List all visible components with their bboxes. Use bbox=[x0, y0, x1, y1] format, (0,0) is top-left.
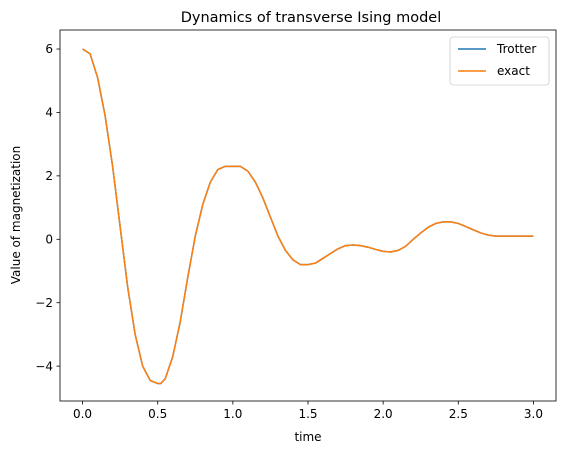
x-axis-ticks: 0.0 0.5 1.0 1.5 2.0 2.5 3.0 bbox=[73, 401, 543, 421]
y-tick-label: 0 bbox=[45, 232, 53, 246]
x-tick-label: 1.5 bbox=[298, 407, 317, 421]
x-tick-label: 0.0 bbox=[73, 407, 92, 421]
legend: Trotter exact bbox=[449, 36, 550, 86]
legend-label-exact: exact bbox=[497, 64, 530, 78]
x-tick-label: 2.5 bbox=[449, 407, 468, 421]
legend-label-trotter: Trotter bbox=[496, 42, 536, 56]
series-layer bbox=[82, 48, 534, 385]
x-tick-label: 0.5 bbox=[148, 407, 167, 421]
y-tick-label: 4 bbox=[45, 106, 53, 120]
y-tick-label: 2 bbox=[45, 169, 53, 183]
series-line-exact bbox=[82, 48, 534, 385]
x-axis-label: time bbox=[294, 430, 321, 444]
x-tick-label: 3.0 bbox=[524, 407, 543, 421]
y-axis-ticks: −4 −2 0 2 4 6 bbox=[35, 42, 60, 373]
plot-background bbox=[60, 30, 556, 401]
y-tick-label: 6 bbox=[45, 42, 53, 56]
plot-area bbox=[59, 29, 557, 402]
y-axis-label: Value of magnetization bbox=[9, 146, 23, 284]
x-tick-label: 2.0 bbox=[374, 407, 393, 421]
y-tick-label: −4 bbox=[35, 359, 53, 373]
x-tick-label: 1.0 bbox=[223, 407, 242, 421]
chart-title: Dynamics of transverse Ising model bbox=[181, 10, 442, 26]
y-tick-label: −2 bbox=[35, 296, 53, 310]
